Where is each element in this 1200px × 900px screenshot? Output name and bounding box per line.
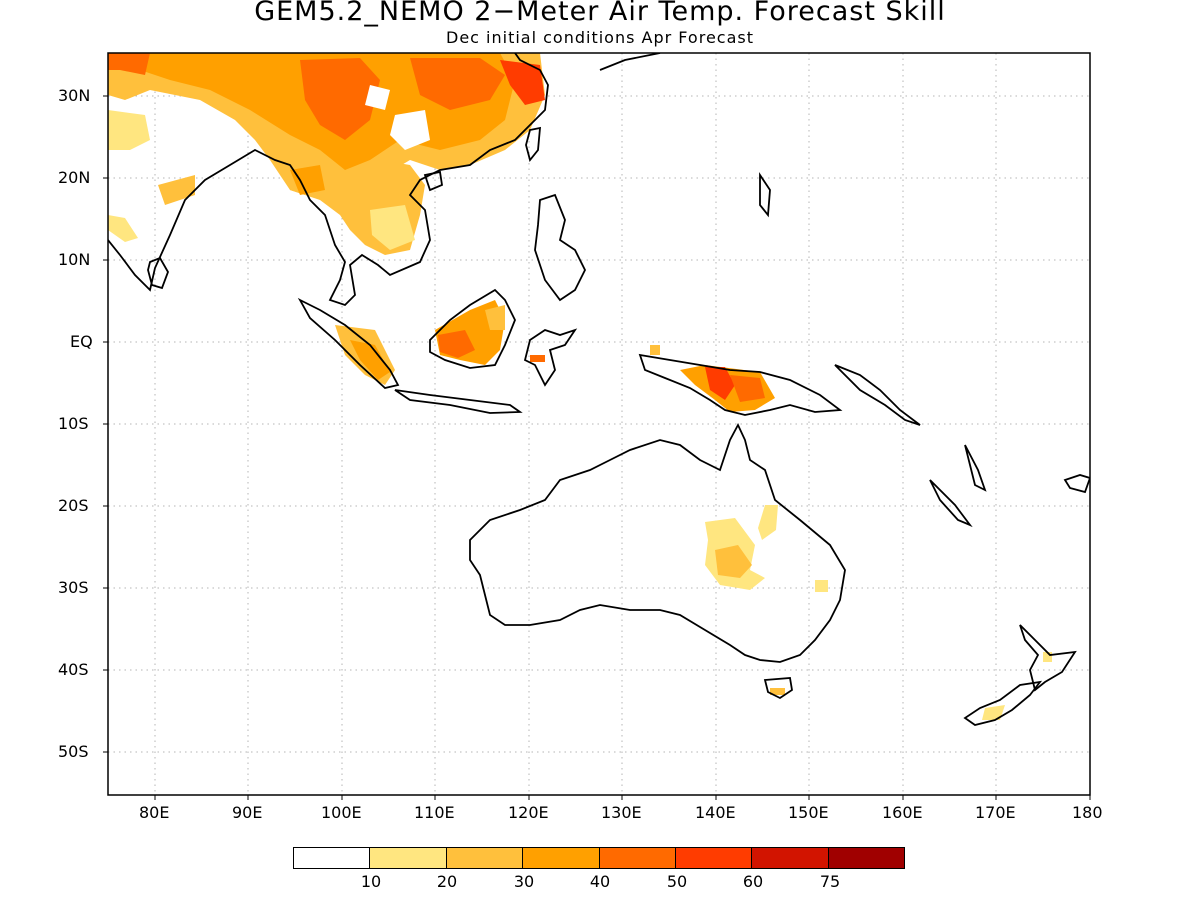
y-tick-label: 10S (58, 414, 89, 433)
x-tick-label: 180 (1072, 803, 1103, 822)
y-tick-label: 20S (58, 496, 89, 515)
colorbar-label: 60 (742, 872, 764, 891)
y-tick-label: EQ (70, 332, 93, 351)
map-title: GEM5.2_NEMO 2−Meter Air Temp. Forecast S… (254, 0, 946, 27)
colorbar-swatch (675, 848, 753, 868)
y-tick-label: 30S (58, 578, 89, 597)
colorbar-swatch (752, 848, 829, 868)
colorbar-swatch (599, 848, 676, 868)
colorbar-label: 20 (436, 872, 458, 891)
colorbar (293, 847, 905, 869)
colorbar-swatch (370, 848, 447, 868)
map-grid (108, 53, 1090, 795)
colorbar-label: 50 (666, 872, 688, 891)
skill-shading (108, 53, 1052, 720)
x-tick-label: 130E (601, 803, 642, 822)
y-tick-label: 50S (58, 742, 89, 761)
x-tick-label: 100E (321, 803, 362, 822)
colorbar-swatch (828, 848, 904, 868)
colorbar-label: 30 (513, 872, 535, 891)
coastlines (108, 53, 1090, 726)
colorbar-label: 40 (589, 872, 611, 891)
y-tick-label: 20N (58, 168, 91, 187)
colorbar-label: 10 (360, 872, 382, 891)
colorbar-swatch (523, 848, 600, 868)
x-tick-label: 160E (882, 803, 923, 822)
y-tick-label: 10N (58, 250, 91, 269)
x-tick-label: 90E (232, 803, 263, 822)
x-tick-label: 120E (508, 803, 549, 822)
y-tick-label: 40S (58, 660, 89, 679)
colorbar-swatch (446, 848, 524, 868)
map-subtitle: Dec initial conditions Apr Forecast (446, 28, 754, 47)
x-tick-label: 150E (788, 803, 829, 822)
x-tick-label: 110E (414, 803, 455, 822)
colorbar-label: 75 (819, 872, 841, 891)
x-tick-label: 140E (695, 803, 736, 822)
x-tick-label: 80E (139, 803, 170, 822)
y-tick-label: 30N (58, 86, 91, 105)
colorbar-swatch (294, 848, 371, 868)
x-tick-label: 170E (975, 803, 1016, 822)
